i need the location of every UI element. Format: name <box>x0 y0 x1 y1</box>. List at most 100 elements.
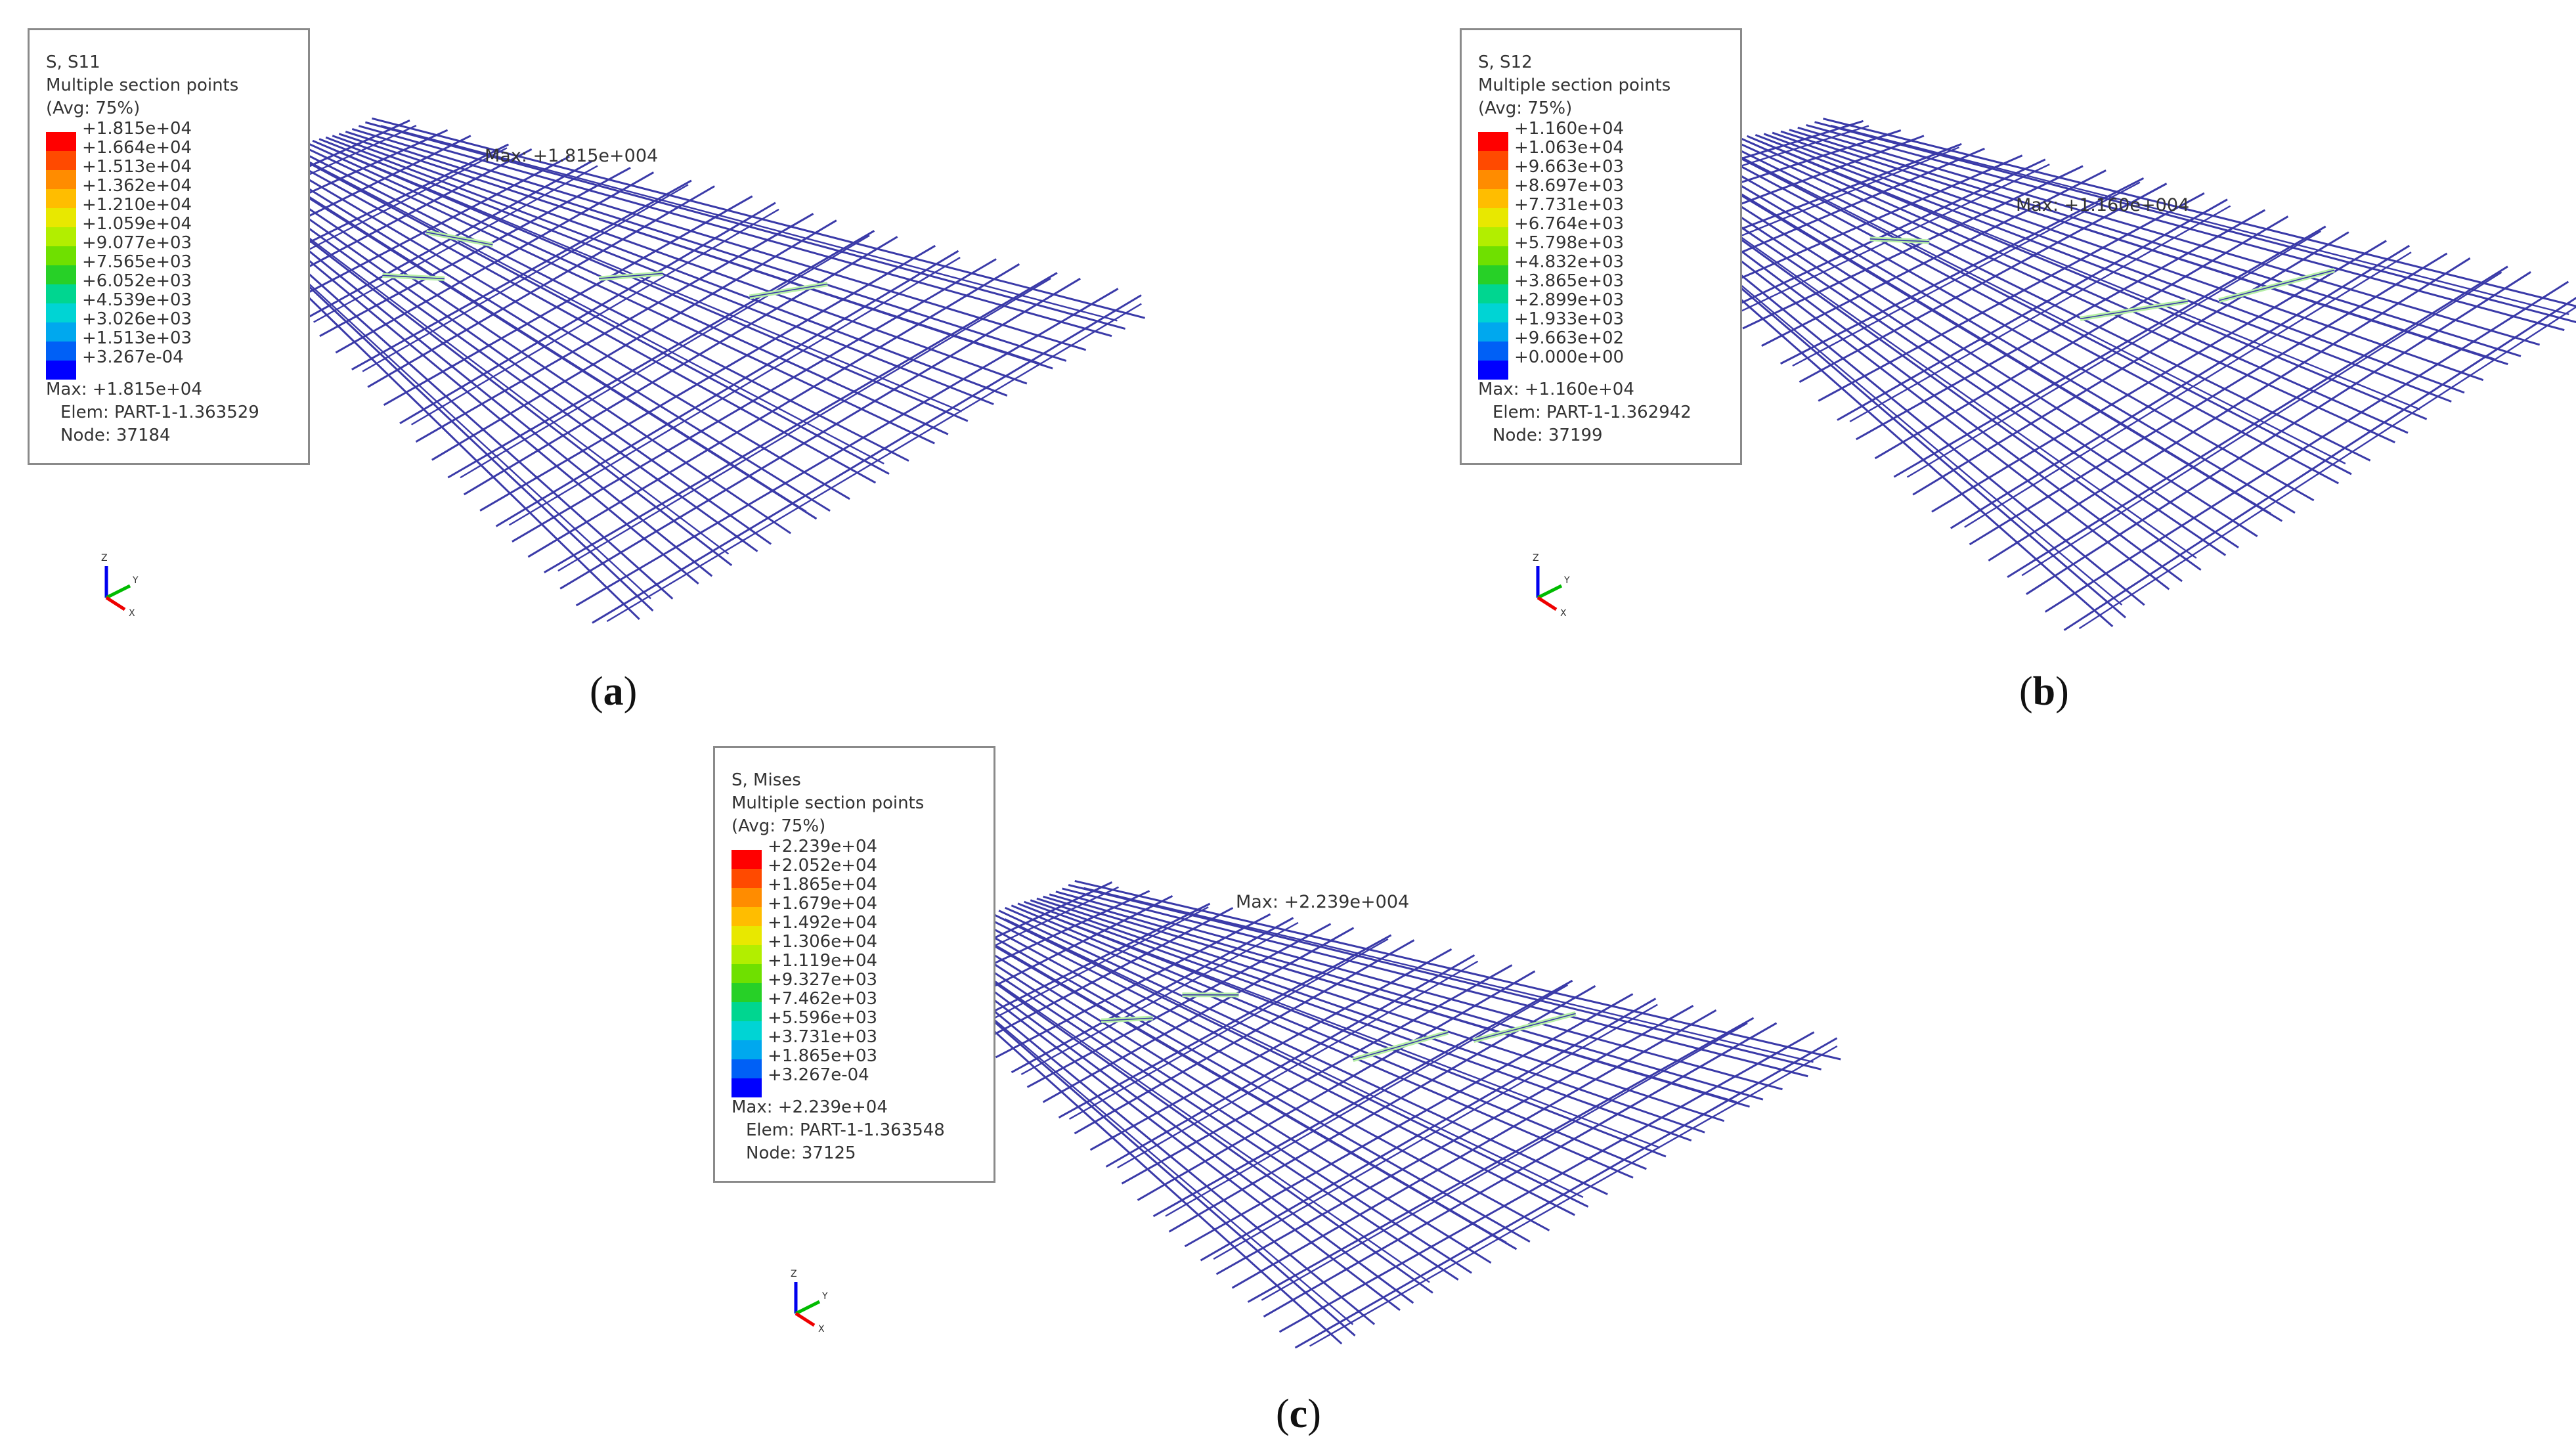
legend-value: +4.832e+03 <box>1514 252 1625 272</box>
mesh-bar <box>1117 960 1479 1169</box>
legend-value: +2.239e+04 <box>768 837 878 856</box>
mesh-bar <box>598 273 663 279</box>
mesh-bar <box>1906 230 2321 478</box>
mesh-bar <box>1083 887 1814 1063</box>
mesh-bar <box>1931 240 2387 513</box>
mesh-bar <box>557 277 1051 572</box>
legend-value: +2.052e+04 <box>768 856 878 875</box>
z-axis-label: Z <box>1533 553 1539 563</box>
x-axis <box>1537 596 1558 611</box>
colorbar-swatch <box>46 208 76 227</box>
legend-value: +9.077e+03 <box>82 233 192 253</box>
legend-value: +0.000e+00 <box>1514 347 1625 367</box>
legend-value: +1.119e+04 <box>768 951 878 971</box>
mesh-bar <box>367 185 715 388</box>
legend-max: Max: +1.160e+04 <box>1478 380 1634 399</box>
mesh-bar <box>2078 306 2576 630</box>
mesh-bar <box>1057 900 1737 1103</box>
legend-value: +1.664e+04 <box>82 138 192 158</box>
mesh-plot-c <box>909 880 1841 1349</box>
panel-c: S, Mises Multiple section points (Avg: 7… <box>683 722 1891 1456</box>
legend-value: +1.492e+04 <box>768 913 878 933</box>
mesh-bar <box>1874 215 2289 460</box>
colorbar-swatch <box>46 361 76 380</box>
mesh-bar <box>1893 225 2326 478</box>
mesh-bar <box>2044 280 2569 613</box>
mesh-bar <box>2063 296 2576 631</box>
mesh-bar <box>358 125 1112 338</box>
mesh-bar <box>1101 1017 1153 1022</box>
legend-value: +9.663e+02 <box>1514 328 1625 348</box>
max-annotation: Max: +1.815e+004 <box>485 146 659 166</box>
legend-max-info: Max: +1.160e+04 Elem: PART-1-1.362942 No… <box>1478 378 1692 447</box>
mesh-bar <box>460 234 870 479</box>
mesh-bar <box>1704 154 2023 295</box>
legend-value: +1.059e+04 <box>82 214 192 234</box>
colorbar-swatch <box>1478 342 1508 361</box>
mesh-bar <box>362 184 689 372</box>
mesh-bar <box>1165 984 1569 1217</box>
mesh-bar <box>1089 948 1452 1151</box>
mesh-bar <box>335 171 655 354</box>
colorbar-swatch <box>1478 303 1508 322</box>
legend-a: S, S11 Multiple section points (Avg: 75%… <box>28 28 310 465</box>
legend-avg: (Avg: 75%) <box>731 816 826 836</box>
colorbar-swatch <box>1478 208 1508 227</box>
mesh-bar <box>1969 252 2448 546</box>
rebar-mesh <box>200 117 1145 624</box>
mesh-bar <box>312 139 969 422</box>
mesh-bar <box>382 275 445 280</box>
mesh-bar <box>287 155 570 304</box>
mesh-bar <box>1121 964 1513 1185</box>
legend-node: Node: 37199 <box>1493 426 1603 445</box>
legend-title: S, S12 <box>1478 53 1533 72</box>
mesh-bar <box>426 231 493 246</box>
mesh-bar <box>559 277 1081 590</box>
colorbar-swatch <box>1478 170 1508 189</box>
caption-b: (b) <box>2019 669 2069 714</box>
legend-avg: (Avg: 75%) <box>1478 99 1573 118</box>
x-axis <box>105 596 126 611</box>
mesh-bar <box>353 138 1040 364</box>
axis-triad: Z Y X <box>1533 553 1570 617</box>
mesh-bar <box>410 208 779 426</box>
legend-value: +1.933e+03 <box>1514 309 1625 329</box>
legend-value: +2.899e+03 <box>1514 290 1625 310</box>
mesh-bar <box>1760 141 2420 410</box>
mesh-bar <box>2080 300 2188 320</box>
legend-node: Node: 37184 <box>60 426 171 445</box>
colorbar-swatch <box>731 907 762 926</box>
colorbar-swatch <box>46 189 76 208</box>
mesh-bar <box>1814 121 2576 323</box>
legend-value: +3.026e+03 <box>82 309 192 329</box>
legend-value: +8.697e+03 <box>1514 176 1625 196</box>
mesh-bar <box>1011 917 1294 1074</box>
mesh-bar <box>749 283 828 298</box>
colorbar-swatch <box>1478 246 1508 265</box>
legend-value: +1.679e+04 <box>768 894 878 914</box>
colorbar-swatch <box>46 246 76 265</box>
mesh-bar <box>922 951 1376 1325</box>
legend-value: +1.362e+04 <box>82 176 192 196</box>
colorbar-swatch <box>731 1078 762 1097</box>
mesh-bar <box>1988 257 2471 562</box>
mesh-bar <box>1137 970 1536 1201</box>
legend-value: +1.865e+04 <box>768 875 878 894</box>
legend-elem: Elem: PART-1-1.363548 <box>746 1120 945 1140</box>
colorbar-swatch <box>731 869 762 888</box>
mesh-bar <box>972 906 1209 1030</box>
legend-elem: Elem: PART-1-1.362942 <box>1493 403 1692 422</box>
mesh-bar <box>351 179 692 371</box>
mesh-bar <box>2026 271 2531 595</box>
colorbar-swatch <box>731 888 762 907</box>
caption-c: (c) <box>1276 1392 1321 1436</box>
colorbar-swatch <box>1478 151 1508 170</box>
mesh-bar <box>1020 921 1299 1075</box>
mesh-bar <box>1849 205 2231 423</box>
legend-value: +1.210e+04 <box>82 195 192 215</box>
legend-value: +1.160e+04 <box>1514 119 1625 139</box>
mesh-bar <box>1231 1009 1717 1289</box>
mesh-bar <box>1912 231 2349 496</box>
colorbar-swatch <box>1478 361 1508 380</box>
y-axis-label: Y <box>132 575 139 586</box>
